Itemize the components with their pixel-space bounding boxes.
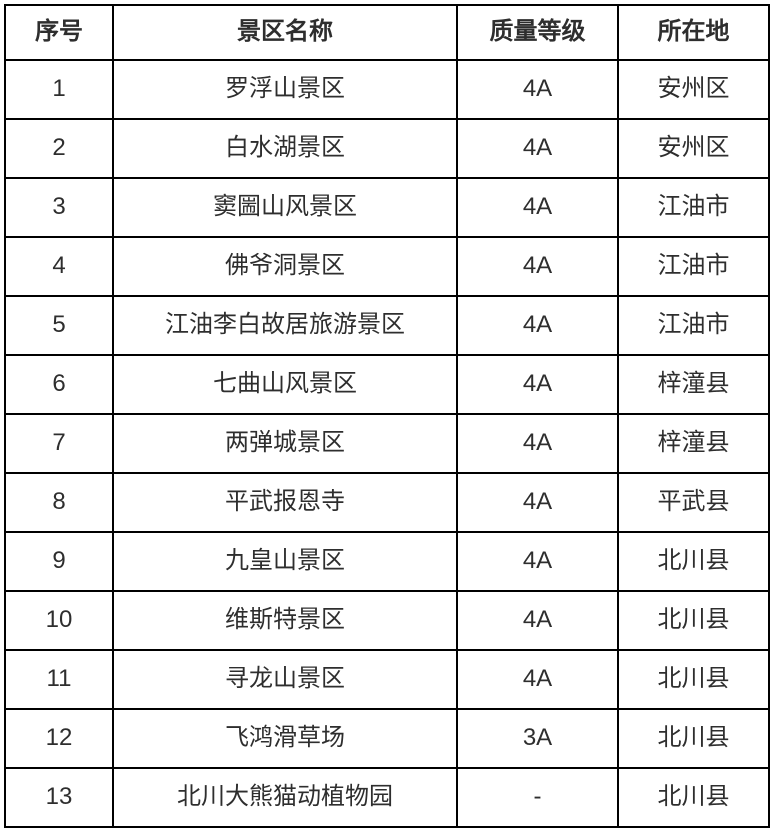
cell-grade: 4A [456,354,619,415]
cell-location: 安州区 [617,59,770,120]
column-header-name: 景区名称 [112,4,458,61]
cell-grade: 4A [456,413,619,474]
cell-name: 白水湖景区 [112,118,458,179]
cell-grade: - [456,767,619,828]
table-row: 11 寻龙山景区 4A 北川县 [4,649,770,710]
cell-name: 窦圌山风景区 [112,177,458,238]
cell-location: 北川县 [617,590,770,651]
cell-number: 3 [4,177,114,238]
cell-grade: 3A [456,708,619,769]
cell-location: 北川县 [617,531,770,592]
cell-location: 梓潼县 [617,413,770,474]
cell-name: 平武报恩寺 [112,472,458,533]
cell-grade: 4A [456,590,619,651]
cell-location: 安州区 [617,118,770,179]
cell-number: 5 [4,295,114,356]
cell-location: 北川县 [617,649,770,710]
cell-name: 罗浮山景区 [112,59,458,120]
cell-number: 9 [4,531,114,592]
cell-location: 北川县 [617,708,770,769]
cell-name: 飞鸿滑草场 [112,708,458,769]
table-row: 4 佛爷洞景区 4A 江油市 [4,236,770,297]
cell-location: 江油市 [617,236,770,297]
cell-grade: 4A [456,177,619,238]
cell-name: 九皇山景区 [112,531,458,592]
column-header-grade: 质量等级 [456,4,619,61]
cell-location: 北川县 [617,767,770,828]
scenic-area-table: 序号 景区名称 质量等级 所在地 1 罗浮山景区 4A 安州区 2 白水湖景区 … [4,4,770,828]
cell-location: 平武县 [617,472,770,533]
cell-number: 4 [4,236,114,297]
table-row: 3 窦圌山风景区 4A 江油市 [4,177,770,238]
cell-grade: 4A [456,472,619,533]
table-row: 2 白水湖景区 4A 安州区 [4,118,770,179]
column-header-location: 所在地 [617,4,770,61]
cell-number: 6 [4,354,114,415]
cell-location: 江油市 [617,177,770,238]
cell-number: 8 [4,472,114,533]
cell-name: 七曲山风景区 [112,354,458,415]
cell-grade: 4A [456,236,619,297]
cell-number: 7 [4,413,114,474]
cell-name: 寻龙山景区 [112,649,458,710]
table-row: 12 飞鸿滑草场 3A 北川县 [4,708,770,769]
table-row: 7 两弹城景区 4A 梓潼县 [4,413,770,474]
table-row: 10 维斯特景区 4A 北川县 [4,590,770,651]
cell-number: 13 [4,767,114,828]
cell-name: 北川大熊猫动植物园 [112,767,458,828]
cell-location: 江油市 [617,295,770,356]
cell-number: 2 [4,118,114,179]
column-header-number: 序号 [4,4,114,61]
table-row: 13 北川大熊猫动植物园 - 北川县 [4,767,770,828]
cell-grade: 4A [456,118,619,179]
table-row: 1 罗浮山景区 4A 安州区 [4,59,770,120]
table-header-row: 序号 景区名称 质量等级 所在地 [4,4,770,61]
table-row: 5 江油李白故居旅游景区 4A 江油市 [4,295,770,356]
table-row: 8 平武报恩寺 4A 平武县 [4,472,770,533]
cell-name: 佛爷洞景区 [112,236,458,297]
cell-grade: 4A [456,59,619,120]
cell-grade: 4A [456,295,619,356]
table-row: 6 七曲山风景区 4A 梓潼县 [4,354,770,415]
cell-number: 12 [4,708,114,769]
table-row: 9 九皇山景区 4A 北川县 [4,531,770,592]
cell-grade: 4A [456,531,619,592]
cell-location: 梓潼县 [617,354,770,415]
cell-name: 江油李白故居旅游景区 [112,295,458,356]
cell-name: 两弹城景区 [112,413,458,474]
cell-number: 10 [4,590,114,651]
cell-number: 11 [4,649,114,710]
cell-grade: 4A [456,649,619,710]
cell-name: 维斯特景区 [112,590,458,651]
cell-number: 1 [4,59,114,120]
